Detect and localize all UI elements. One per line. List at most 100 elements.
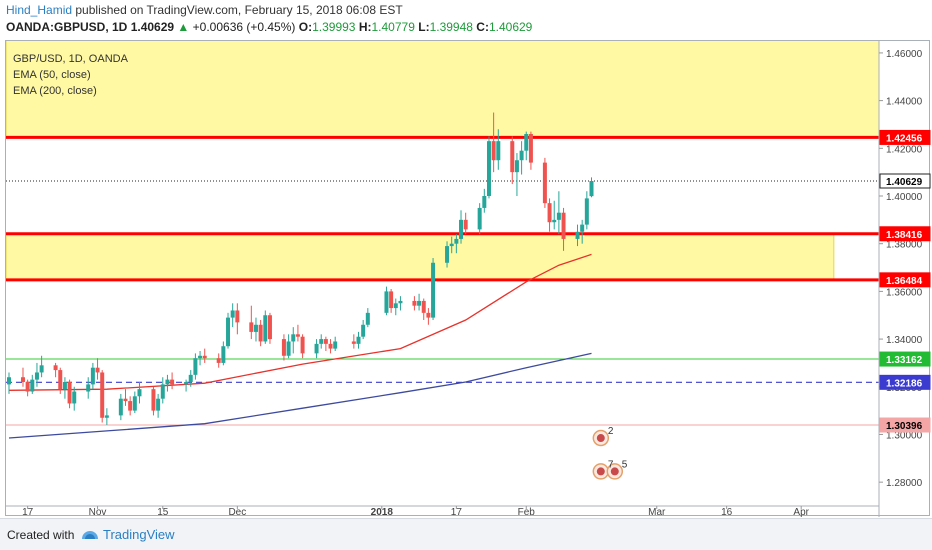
candle-body (463, 219, 468, 230)
plot-area (6, 41, 879, 480)
candle-body (86, 384, 91, 392)
candle-body (104, 415, 109, 418)
price-tick-label: 1.28000 (886, 478, 923, 489)
candle-body (449, 243, 454, 247)
level-price-label: 1.38416 (886, 230, 923, 241)
price-change: +0.00636 (+0.45%) (192, 20, 296, 34)
event-flag-icon (596, 467, 605, 476)
candle-body (584, 198, 589, 225)
low-label: L: (418, 20, 430, 34)
supply-demand-zone (6, 233, 835, 281)
candle-body (291, 334, 296, 342)
price-tick-label: 1.34000 (886, 335, 923, 346)
level-price-tag (879, 226, 931, 242)
candle-body (393, 303, 398, 309)
candle-body (398, 300, 403, 304)
candle-body (300, 336, 305, 354)
level-price-tag (879, 173, 931, 189)
chart-legend: GBP/USD, 1D, OANDA EMA (50, close) EMA (… (13, 51, 128, 99)
candle-body (184, 382, 189, 385)
candle-body (137, 389, 142, 397)
price-tick-label: 1.44000 (886, 97, 923, 108)
close-value: 1.40629 (488, 20, 533, 34)
level-price-label: 1.36484 (886, 276, 923, 287)
candle-body (30, 379, 35, 392)
level-price-label: 1.40629 (886, 177, 923, 188)
candle-body (118, 398, 123, 416)
candle-body (519, 150, 524, 161)
high-value: 1.40779 (371, 20, 415, 34)
candle-body (34, 372, 39, 380)
tradingview-brand-link[interactable]: TradingView (103, 527, 175, 542)
level-price-tag (879, 374, 931, 390)
time-tick-label: Nov (89, 507, 107, 517)
candle-body (351, 341, 356, 344)
candle-body (514, 160, 519, 173)
price-tick-label: 1.46000 (886, 49, 923, 60)
candle-body (128, 401, 133, 411)
candle-body (524, 134, 529, 151)
candle-body (67, 382, 72, 404)
event-flag-icon (596, 434, 605, 443)
author-link[interactable]: Hind_Hamid (6, 3, 73, 17)
candle-body (314, 343, 319, 354)
legend-title: GBP/USD, 1D, OANDA (13, 53, 128, 65)
time-tick-label: 17 (22, 507, 34, 517)
candle-body (286, 341, 291, 356)
candle-body (421, 300, 426, 313)
candle-body (552, 219, 557, 223)
legend-ema200: EMA (200, close) (13, 85, 97, 97)
candle-body (491, 141, 496, 161)
candle-body (7, 377, 11, 385)
legend-ema50: EMA (50, close) (13, 69, 91, 81)
event-count-label: 5 (622, 459, 628, 470)
candle-body (417, 300, 422, 306)
candle-body (589, 181, 594, 197)
candle-body (226, 317, 231, 347)
candle-body (39, 365, 44, 373)
price-tick-label: 1.30000 (886, 430, 923, 441)
ema200-line (8, 352, 592, 439)
tradingview-logo-icon[interactable] (80, 528, 100, 541)
candle-body (580, 224, 585, 232)
candle-body (482, 196, 487, 208)
candle-body (230, 310, 235, 318)
candle-body (445, 246, 450, 263)
candle-body (267, 315, 272, 340)
candle-body (100, 372, 105, 418)
candle-body (426, 312, 431, 318)
level-price-tag (879, 129, 931, 145)
candle-body (202, 355, 207, 359)
candle-body (496, 141, 501, 161)
time-tick-label: Apr (793, 507, 809, 517)
time-tick-label: 17 (451, 507, 463, 517)
created-with-label: Created with (7, 528, 75, 542)
candle-body (221, 346, 226, 363)
price-chart[interactable]: 27 51.460001.440001.420001.400001.380001.… (6, 41, 931, 517)
candle-body (156, 398, 161, 411)
candle-body (58, 370, 63, 390)
symbol-ohlc-line: OANDA:GBPUSD, 1D 1.40629 ▲ +0.00636 (+0.… (6, 20, 532, 34)
candle-body (575, 231, 580, 239)
candle-body (25, 382, 30, 392)
price-tick-label: 1.36000 (886, 287, 923, 298)
last-price: 1.40629 (130, 20, 175, 34)
candle-body (328, 343, 333, 349)
candle-body (123, 398, 128, 402)
time-tick-label: 2018 (371, 507, 394, 517)
price-tick-label: 1.40000 (886, 192, 923, 203)
candle-body (170, 379, 175, 385)
publish-line: Hind_Hamid published on TradingView.com,… (6, 3, 403, 17)
price-tick-label: 1.38000 (886, 240, 923, 251)
high-label: H: (358, 20, 372, 34)
low-value: 1.39948 (429, 20, 473, 34)
candle-body (528, 134, 533, 163)
chart-frame[interactable]: 2 7 5 1.46000 1.44000 1.42000 1.40000 1.38000 1.… (5, 40, 931, 517)
candle-body (53, 365, 58, 371)
candle-body (365, 312, 370, 325)
candle-body (72, 391, 77, 404)
time-tick-label: 15 (157, 507, 169, 517)
event-count-label: 2 (608, 426, 614, 437)
candle-body (384, 291, 389, 313)
event-count-label: 7 (608, 459, 614, 470)
